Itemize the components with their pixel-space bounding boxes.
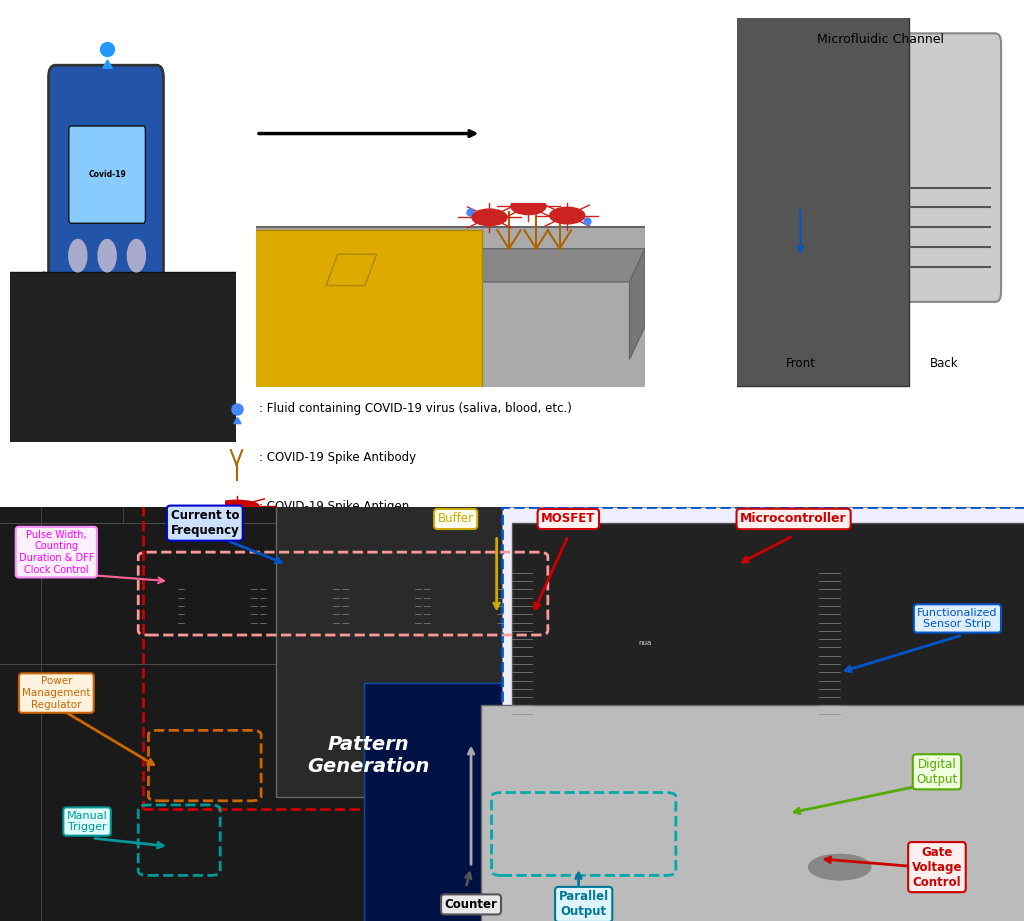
Text: Gate
Voltage
Control: Gate Voltage Control: [911, 845, 963, 889]
FancyBboxPatch shape: [686, 0, 909, 387]
FancyBboxPatch shape: [209, 230, 481, 405]
FancyBboxPatch shape: [48, 65, 164, 312]
Text: : Fluid containing COVID-19 virus (saliva, blood, etc.): : Fluid containing COVID-19 virus (saliv…: [259, 402, 572, 415]
FancyBboxPatch shape: [0, 664, 558, 921]
Circle shape: [472, 209, 507, 226]
Circle shape: [691, 820, 742, 840]
FancyBboxPatch shape: [0, 272, 254, 564]
FancyBboxPatch shape: [364, 682, 1024, 921]
Text: Current to
Frequency: Current to Frequency: [170, 509, 240, 537]
FancyBboxPatch shape: [745, 39, 858, 267]
FancyBboxPatch shape: [41, 523, 722, 822]
Polygon shape: [22, 272, 168, 442]
Circle shape: [69, 239, 87, 272]
FancyBboxPatch shape: [889, 33, 1001, 302]
FancyBboxPatch shape: [69, 126, 145, 223]
FancyBboxPatch shape: [170, 230, 442, 405]
Text: Pulse Width,
Counting
Duration & DFF
Clock Control: Pulse Width, Counting Duration & DFF Clo…: [18, 530, 94, 575]
Text: MOSFET: MOSFET: [541, 512, 596, 526]
FancyBboxPatch shape: [41, 664, 722, 921]
Polygon shape: [287, 254, 338, 286]
Polygon shape: [264, 249, 645, 282]
FancyBboxPatch shape: [0, 457, 558, 755]
Text: Covid-19: Covid-19: [88, 170, 126, 179]
Circle shape: [809, 855, 870, 880]
Circle shape: [550, 207, 585, 224]
Circle shape: [214, 500, 259, 512]
FancyBboxPatch shape: [41, 457, 722, 755]
FancyBboxPatch shape: [0, 457, 640, 755]
Polygon shape: [326, 254, 377, 286]
FancyBboxPatch shape: [502, 507, 1024, 858]
Text: Digital
Output: Digital Output: [916, 758, 957, 786]
Text: Functionalized
Sensor Strip: Functionalized Sensor Strip: [918, 608, 997, 629]
Text: : COVID-19 Spike Antibody: : COVID-19 Spike Antibody: [259, 451, 416, 464]
Text: Pattern
Generation: Pattern Generation: [307, 735, 430, 775]
Text: Manual
Trigger: Manual Trigger: [67, 810, 108, 833]
FancyBboxPatch shape: [0, 523, 640, 822]
Text: Back: Back: [930, 356, 958, 369]
Text: Front: Front: [785, 356, 815, 369]
FancyBboxPatch shape: [0, 523, 558, 822]
Text: Buffer: Buffer: [437, 512, 474, 526]
FancyBboxPatch shape: [0, 664, 640, 921]
Circle shape: [127, 239, 145, 272]
Text: Microfluidic Channel: Microfluidic Channel: [817, 33, 944, 46]
FancyBboxPatch shape: [123, 457, 804, 755]
FancyBboxPatch shape: [276, 490, 1014, 797]
FancyBboxPatch shape: [147, 227, 746, 414]
Polygon shape: [630, 249, 645, 359]
FancyBboxPatch shape: [481, 705, 1024, 921]
Text: Microcontroller: Microcontroller: [740, 512, 847, 526]
Circle shape: [98, 239, 116, 272]
Circle shape: [511, 198, 546, 215]
Text: nua: nua: [639, 640, 651, 647]
Text: Counter: Counter: [444, 898, 498, 911]
FancyBboxPatch shape: [133, 552, 891, 884]
Text: Parallel
Output: Parallel Output: [559, 891, 608, 918]
FancyBboxPatch shape: [102, 540, 922, 896]
Text: : COVID-19 Spike Antigen: : COVID-19 Spike Antigen: [259, 500, 410, 513]
Text: Power
Management
Regulator: Power Management Regulator: [23, 676, 90, 710]
FancyBboxPatch shape: [512, 523, 1024, 830]
FancyBboxPatch shape: [502, 560, 850, 726]
Polygon shape: [10, 361, 179, 442]
